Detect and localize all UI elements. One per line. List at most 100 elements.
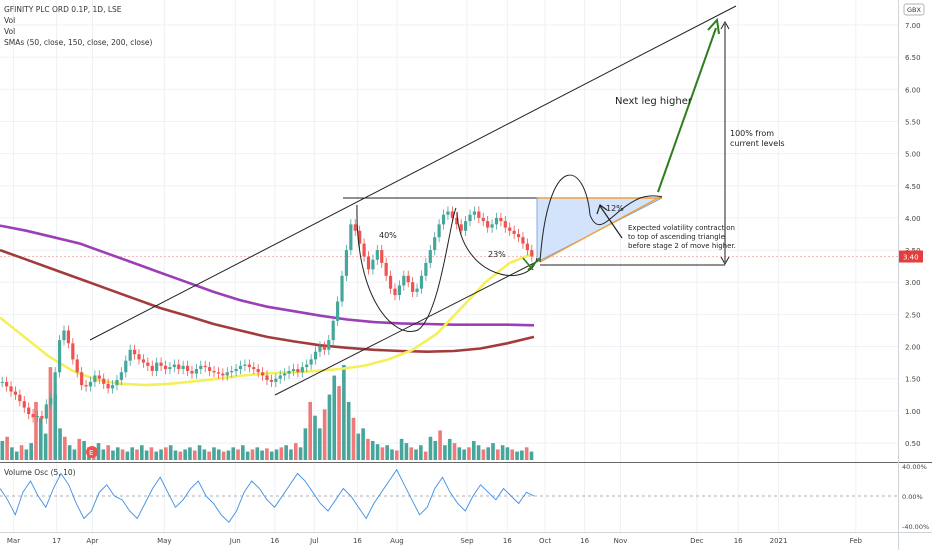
volume-bar [115,447,120,460]
volume-bar [265,448,269,460]
volume-bar [269,451,274,460]
volume-bar [361,428,365,460]
candle-body [516,234,521,238]
time-tick-label: Dec [690,537,704,545]
volume-bar [467,447,471,460]
volume-bar [366,438,370,460]
candle-body [503,221,507,228]
volume-bar [529,451,534,460]
volume-bar [207,451,211,460]
volume-bar [255,447,260,460]
volume-bar [48,367,53,460]
time-tick-label: Jun [229,537,241,545]
candle-body [424,262,428,276]
currency-label: GBX [907,6,921,14]
candle-body [508,227,512,231]
price-tick-label: 2.50 [905,311,921,319]
volume-bar [423,451,428,460]
candle-body [441,214,446,225]
volume-bar [144,450,149,460]
candle-body [252,367,256,370]
candle-body [393,288,397,296]
candle-body [102,378,106,384]
volume-bar [293,443,298,460]
volume-bar [308,401,313,460]
candle-body [463,221,468,231]
candle-body [309,359,313,365]
volume-bar [106,445,110,460]
candle-body [371,259,375,270]
price-tick-label: 4.00 [905,215,921,223]
candle-body [163,365,168,370]
candle-body [97,375,101,379]
volume-bar [53,394,58,460]
vol-label-1[interactable]: Vol [4,16,16,25]
candle-body [450,211,454,218]
volume-bar [375,444,380,460]
volume-bars [0,365,534,460]
volume-bar [370,441,375,460]
volume-bar [72,449,77,460]
candle-body [525,243,529,251]
candle-body [243,364,247,366]
symbol-title[interactable]: GFINITY PLC ORD 0.1P, 1D, LSE [4,5,122,14]
candle-body [75,359,79,373]
candle-body [133,349,137,355]
candle-body [486,221,490,228]
candle-body [331,320,335,341]
vol-label-2[interactable]: Vol [4,27,16,36]
volume-bar [125,451,130,460]
volume-bar [245,451,250,460]
volume-bar [496,449,500,460]
volume-bar [19,445,24,460]
volume-bar [43,433,48,460]
sma-label[interactable]: SMAs (50, close, 150, close, 200, close) [4,38,153,47]
volume-bar [38,417,43,460]
volume-bar [77,438,82,460]
volume-bar [29,443,33,460]
volume-bar [226,450,231,460]
volume-bar [500,445,505,460]
candle-body [80,372,84,386]
candle-body [375,250,379,260]
volume-bar [67,445,72,460]
volume-bar [120,449,125,460]
time-tick-label: 16 [734,537,743,545]
volume-bar [212,447,216,460]
candle-body [300,367,304,373]
candle-body [84,385,88,387]
candle-body [490,224,494,228]
candle-body [27,407,31,415]
candle-body [62,330,66,341]
oscillator-label[interactable]: Volume Osc (5, 10) [4,468,76,477]
volume-bar [327,394,332,460]
candle-body [137,354,141,360]
candle-body [274,378,278,382]
next-leg-arrowhead [707,17,720,35]
next-leg-arrow [657,27,717,193]
candle-body [31,414,35,418]
osc-line [0,468,535,523]
volume-bar [491,443,495,460]
candle-body [291,369,296,371]
candle-body [93,375,97,382]
volume-bar [154,451,159,460]
candle-body [388,275,393,289]
candle-body [366,256,371,270]
time-tick-label: Jul [309,537,319,545]
candle-body [327,340,331,350]
volume-bar [515,451,519,460]
volume-bar [380,447,385,460]
cup-curve [356,204,457,332]
candle-body [349,224,353,251]
pct-23-label: 23% [488,250,506,259]
time-tick-label: 16 [580,537,589,545]
price-tick-label: 5.00 [905,151,921,159]
candle-body [260,372,265,376]
measure-arrowheads [720,20,730,266]
volume-bar [524,447,529,460]
candle-body [22,401,26,408]
candle-body [44,404,48,419]
